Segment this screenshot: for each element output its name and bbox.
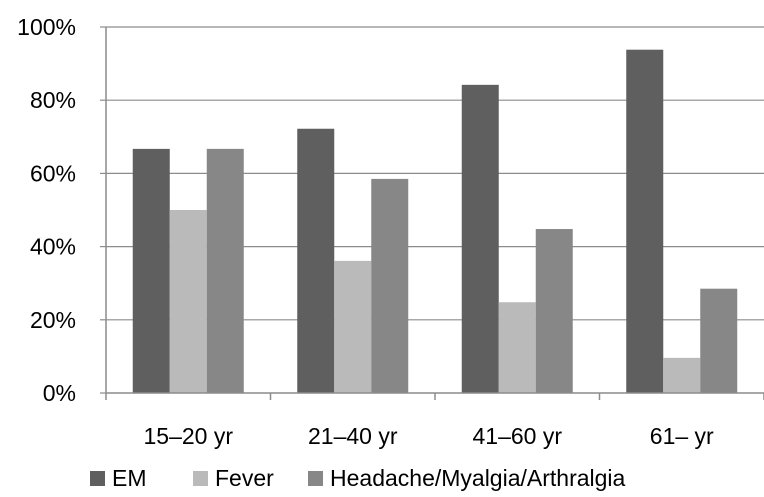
legend: EM Fever Headache/Myalgia/Arthralgia — [90, 465, 626, 491]
y-tick-labels: 0% 20% 40% 60% 80% 100% — [17, 14, 76, 406]
bar-fever-1 — [334, 260, 372, 393]
x-tick-label: 41–60 yr — [472, 423, 562, 449]
legend-swatch-em — [90, 471, 105, 486]
legend-swatch-fever — [193, 471, 208, 486]
x-tick-label: 61– yr — [650, 423, 714, 449]
legend-label: Fever — [215, 465, 274, 491]
x-tick-label: 21–40 yr — [308, 423, 398, 449]
bar-headache-myalgia-arthralgia-2 — [535, 229, 573, 393]
bar-em-0 — [132, 148, 170, 393]
bar-headache-myalgia-arthralgia-1 — [371, 178, 409, 393]
x-tick-labels: 15–20 yr 21–40 yr 41–60 yr 61– yr — [143, 423, 714, 449]
bar-fever-0 — [169, 210, 207, 393]
y-tick-label: 80% — [30, 87, 76, 113]
bar-em-3 — [626, 49, 664, 393]
bar-fever-3 — [663, 357, 701, 393]
legend-label: Headache/Myalgia/Arthralgia — [330, 465, 626, 491]
y-tick-label: 0% — [43, 380, 76, 406]
bars — [132, 49, 738, 394]
bar-headache-myalgia-arthralgia-0 — [206, 148, 244, 393]
bar-em-1 — [297, 128, 335, 394]
y-tick-label: 40% — [30, 234, 76, 260]
legend-swatch-headache-myalgia-arthralgia — [308, 471, 323, 486]
y-tick-label: 20% — [30, 307, 76, 333]
y-tick-label: 100% — [17, 14, 76, 40]
y-tick-label: 60% — [30, 160, 76, 186]
bar-em-2 — [461, 84, 499, 393]
legend-label: EM — [112, 465, 147, 491]
axes — [100, 26, 764, 400]
x-tick-label: 15–20 yr — [143, 423, 233, 449]
bar-fever-2 — [498, 302, 536, 393]
bar-headache-myalgia-arthralgia-3 — [700, 288, 738, 393]
